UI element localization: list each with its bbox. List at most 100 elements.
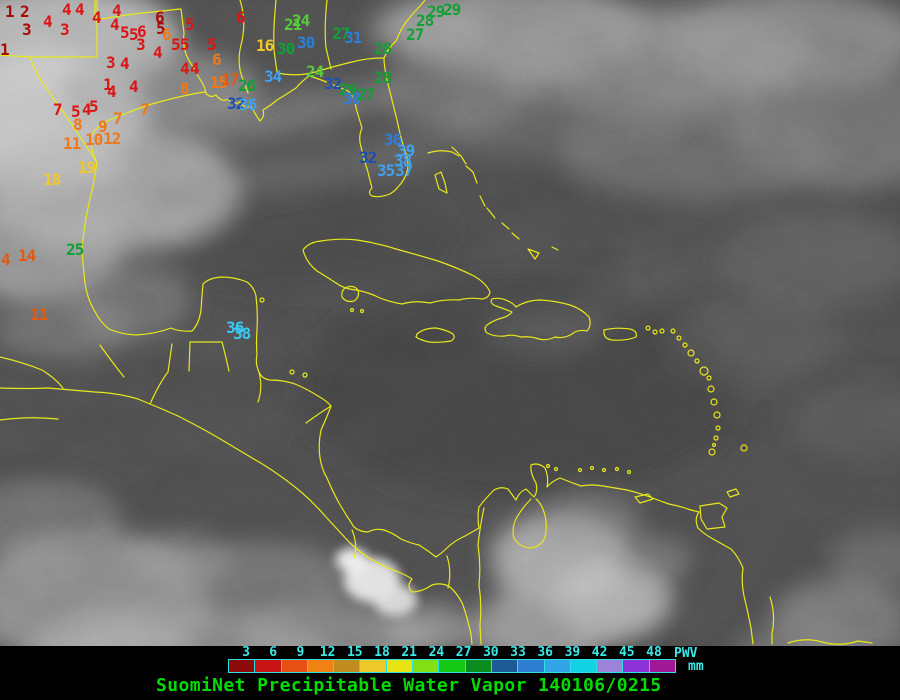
- station-value: 4: [92, 8, 102, 27]
- border-guatemala-honduras: [257, 371, 262, 403]
- station-value: 27: [406, 25, 424, 44]
- coast-southamerica-east: [695, 511, 754, 645]
- station-value: 3: [106, 53, 116, 72]
- colorbar-segment-15: [623, 660, 650, 672]
- border-costarica-panama: [351, 529, 357, 559]
- station-value: 1: [103, 75, 113, 94]
- satellite-imagery: [0, 0, 900, 646]
- station-value: 12: [103, 129, 121, 148]
- station-value: 6: [137, 22, 147, 41]
- colorbar-segment-11: [518, 660, 545, 672]
- station-value: 34: [264, 67, 282, 86]
- station-value: 28: [374, 39, 392, 58]
- station-value: 5: [185, 15, 195, 34]
- border-panama-colombia: [446, 555, 451, 589]
- station-value: 1: [5, 2, 15, 21]
- colorbar-segment-7: [413, 660, 440, 672]
- station-value: 37: [395, 161, 413, 180]
- station-value: 6: [212, 50, 222, 69]
- station-value: 39: [397, 141, 415, 160]
- station-value: 30: [297, 33, 315, 52]
- legend-tick: 15: [346, 645, 363, 660]
- legend-tick: 12: [319, 645, 336, 660]
- station-value: 5: [156, 19, 166, 38]
- station-value: 11: [30, 305, 48, 324]
- border-belize-guatemala: [188, 341, 230, 372]
- station-value: 5: [207, 35, 217, 54]
- station-value: 38: [233, 324, 251, 343]
- station-value: 31: [344, 28, 362, 47]
- station-value: 4: [62, 0, 72, 19]
- islands-bahamas: [427, 146, 559, 260]
- station-value: 32: [227, 94, 245, 113]
- legend-unit-mm: mm: [688, 659, 704, 674]
- station-value: 4: [82, 100, 92, 119]
- legend-tick: 39: [564, 645, 581, 660]
- colorbar-segment-16: [649, 660, 676, 672]
- station-value: 4: [112, 1, 122, 20]
- border-al-ga: [324, 0, 332, 70]
- colorbar-segment-12: [544, 660, 571, 672]
- station-value: 4: [153, 43, 163, 62]
- station-value: 4: [107, 82, 117, 101]
- station-value: 4: [43, 12, 53, 31]
- station-value: 27: [357, 85, 375, 104]
- station-value: 5: [171, 35, 181, 54]
- station-value: 3: [22, 20, 32, 39]
- colorbar-segment-6: [386, 660, 414, 672]
- legend-colorbar: [228, 659, 676, 673]
- coast-mexico-centralamerica: [81, 162, 700, 558]
- legend-tick: 27: [455, 645, 472, 660]
- islands-small-caribbean: [259, 297, 632, 475]
- station-value: 15: [210, 73, 228, 92]
- island-puertorico: [603, 327, 637, 341]
- station-value: 4: [110, 15, 120, 34]
- station-value: 6: [155, 8, 165, 27]
- station-value: 2: [20, 2, 30, 21]
- station-value: 29: [427, 2, 445, 21]
- station-value: 6: [162, 25, 172, 44]
- legend-bar: 3 6 9 12 15 18 21 24 27 30 33 36 39 42 45 48 PWV mm Suo…: [0, 646, 900, 700]
- station-value: 11: [63, 134, 81, 153]
- station-value: 5: [89, 97, 99, 116]
- station-value: 8: [180, 79, 190, 98]
- station-value: 36: [384, 130, 402, 149]
- island-hispaniola: [484, 297, 591, 341]
- station-value: 36: [239, 95, 257, 114]
- station-value: 28: [374, 68, 392, 87]
- island-jamaica: [415, 327, 455, 343]
- caption: SuomiNet Precipitable Water Vapor 140106…: [156, 675, 662, 696]
- legend-tick: 9: [296, 645, 305, 660]
- legend-tick: 18: [374, 645, 390, 660]
- legend-tick: 3: [242, 645, 250, 660]
- colorbar-segment-1: [255, 660, 282, 672]
- station-value: 4: [129, 77, 139, 96]
- island-tobago: [726, 488, 740, 498]
- border-mexico-guatemala: [149, 343, 173, 405]
- station-value: 17: [221, 70, 239, 89]
- legend-tick: 45: [618, 645, 635, 660]
- colorbar-segment-9: [465, 660, 492, 672]
- station-value: 5: [71, 102, 81, 121]
- station-value: 5: [180, 35, 190, 54]
- station-value: 8: [73, 115, 83, 134]
- coast-gulf-florida: [90, 0, 426, 198]
- station-value: 3: [136, 35, 146, 54]
- station-value: 6: [236, 8, 246, 27]
- station-value: 9: [98, 117, 108, 136]
- colorbar-segment-4: [334, 660, 361, 672]
- border-honduras-nicaragua: [305, 405, 332, 424]
- coast-pacific: [0, 387, 473, 645]
- legend-tick: 6: [269, 645, 278, 660]
- island-trinidad: [699, 502, 728, 530]
- island-margarita: [634, 493, 654, 504]
- station-value: 19: [78, 158, 96, 177]
- station-value: 32: [359, 148, 377, 167]
- border-colombia-venezuela: [477, 507, 485, 645]
- legend-tick: 48: [646, 645, 662, 660]
- station-value: 30: [343, 89, 361, 108]
- station-value: 14: [18, 246, 36, 265]
- station-value: 7: [140, 100, 150, 119]
- colorbar-segment-10: [491, 660, 519, 672]
